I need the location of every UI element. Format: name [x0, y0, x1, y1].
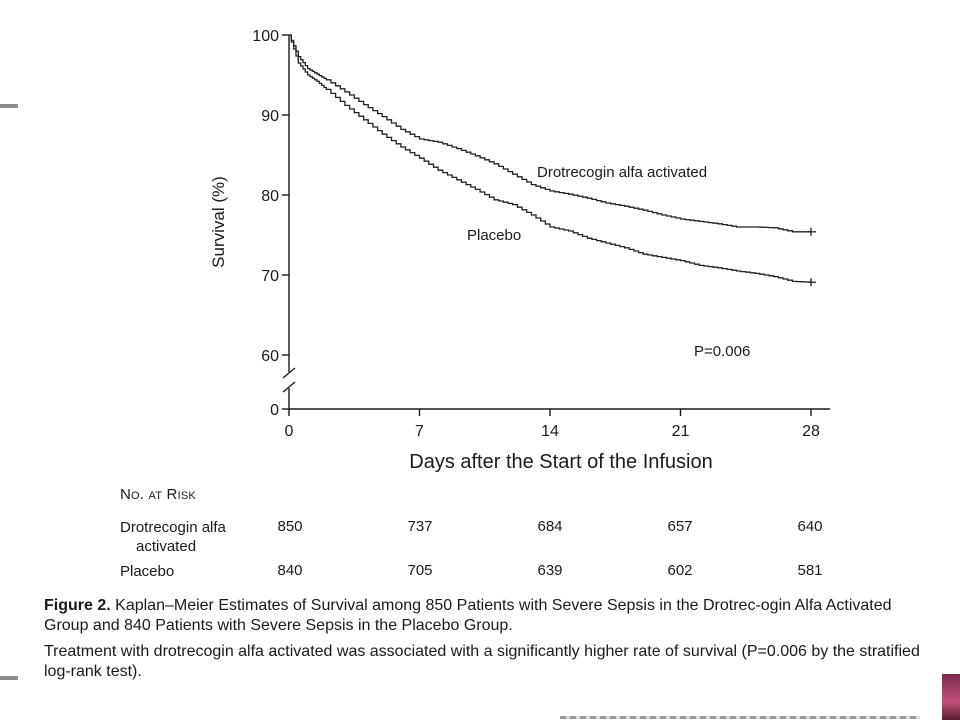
- x-axis-label: Days after the Start of the Infusion: [409, 451, 713, 473]
- corner-thumbnail-image: [942, 674, 960, 720]
- chart-axes: [282, 35, 830, 410]
- left-edge-mark-top: [0, 104, 18, 108]
- x-tick-label: 28: [802, 423, 820, 440]
- series-labels: Drotrecogin alfa activated Placebo: [467, 164, 707, 244]
- risk-row-label: Drotrecogin alfa activated: [120, 518, 270, 556]
- y-tick-label: 90: [261, 108, 279, 125]
- left-edge-mark-bottom: [0, 676, 18, 680]
- risk-value: 581: [797, 562, 823, 579]
- chart-series: [289, 34, 816, 287]
- chart-ticks: 60 70 80 90 100 00 7 14 21 28: [252, 28, 820, 440]
- x-tick-label: 0: [285, 423, 294, 440]
- risk-value: 657: [667, 518, 693, 535]
- series-label-drotrecogin: Drotrecogin alfa activated: [537, 164, 707, 181]
- risk-row-label: Placebo: [120, 562, 270, 581]
- y-tick-label: 80: [261, 188, 279, 205]
- axis-break-mark: [282, 381, 296, 393]
- y-tick-label: 70: [261, 268, 279, 285]
- x-tick-label: 7: [415, 423, 424, 440]
- bottom-edge-strip: [560, 716, 920, 719]
- risk-row-drotrecogin: Drotrecogin alfa activated 850 737 684 6…: [120, 518, 840, 558]
- y-tick-label: 0: [270, 402, 279, 419]
- risk-value: 850: [277, 518, 303, 535]
- y-tick-label: 60: [261, 348, 279, 365]
- risk-value: 737: [407, 518, 433, 535]
- caption-title-text: Kaplan–Meier Estimates of Survival among…: [44, 597, 892, 634]
- figure-label: Figure 2.: [44, 597, 111, 614]
- risk-value: 840: [277, 562, 303, 579]
- series-line-placebo: [289, 34, 812, 283]
- y-tick-label: 100: [252, 28, 279, 45]
- risk-row-label-line2: activated: [136, 538, 197, 555]
- y-axis-label: Survival (%): [209, 176, 228, 268]
- risk-table-title: No. at Risk: [120, 486, 196, 503]
- caption-body: Treatment with drotrecogin alfa activate…: [44, 643, 920, 680]
- x-tick-label: 21: [672, 423, 690, 440]
- risk-value: 684: [537, 518, 563, 535]
- risk-row-label-line1: Drotrecogin alfa: [120, 519, 226, 536]
- series-line-drotrecogin: [289, 34, 811, 233]
- risk-row-label-line1: Placebo: [120, 563, 175, 580]
- risk-row-placebo: Placebo 840 705 639 602 581: [120, 562, 840, 602]
- risk-value: 639: [537, 562, 563, 579]
- risk-value: 602: [667, 562, 693, 579]
- caption-title: Figure 2. Kaplan–Meier Estimates of Surv…: [44, 596, 924, 636]
- series-label-placebo: Placebo: [467, 227, 521, 244]
- axis-break-mark: [282, 367, 296, 379]
- p-value-annotation: P=0.006: [694, 343, 750, 360]
- risk-value: 705: [407, 562, 433, 579]
- kaplan-meier-chart: 60 70 80 90 100 00 7 14 21 28 Survival (%) Days a…: [209, 28, 830, 473]
- figure-caption: Figure 2. Kaplan–Meier Estimates of Surv…: [44, 596, 924, 688]
- risk-value: 640: [797, 518, 823, 535]
- x-tick-label: 14: [541, 423, 559, 440]
